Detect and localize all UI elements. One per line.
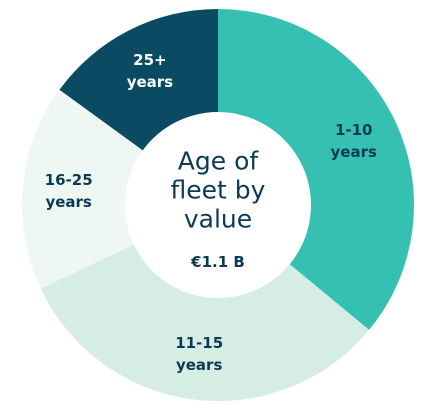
segment-label: 25+ years	[126, 51, 174, 92]
chart-title: Age of fleet by value	[170, 146, 266, 234]
donut-segment	[59, 9, 218, 151]
segment-label: 1-10 years	[330, 121, 377, 162]
segment-label: 16-25 years	[44, 170, 93, 211]
donut-segment	[218, 9, 414, 330]
donut-segment	[21, 89, 143, 289]
segment-label: 11-15 years	[175, 333, 224, 374]
chart-subtitle: €1.1 B	[191, 253, 245, 271]
donut-segment	[40, 244, 370, 401]
